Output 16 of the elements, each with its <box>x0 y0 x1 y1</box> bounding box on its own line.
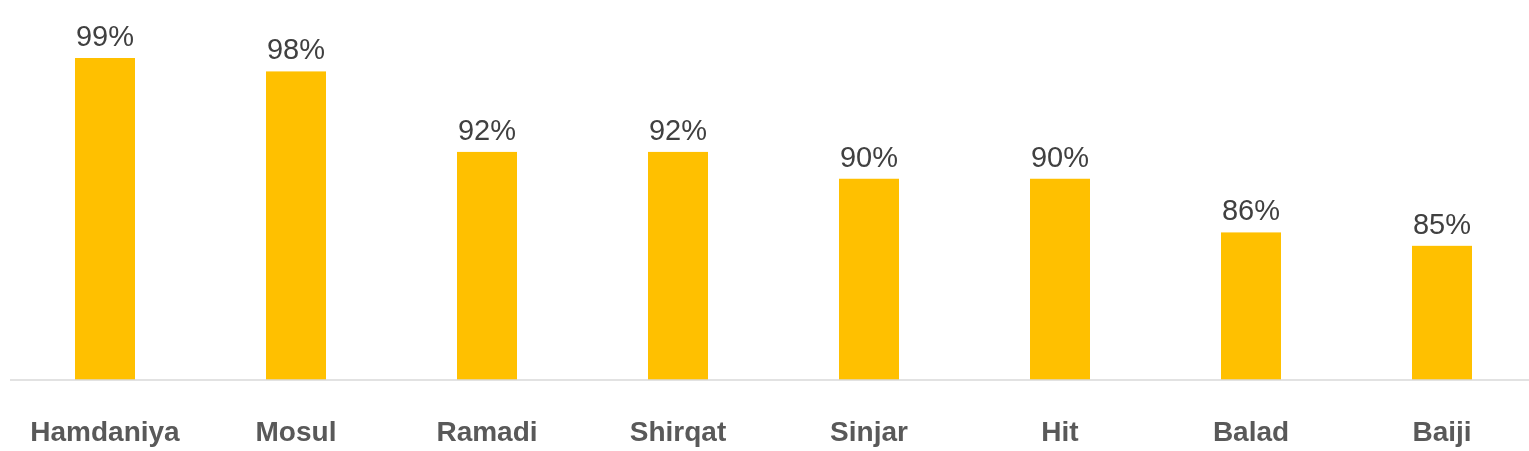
data-label: 86% <box>1221 194 1281 227</box>
x-tick-label: Sinjar <box>830 416 908 447</box>
x-tick-label: Hamdaniya <box>30 416 181 447</box>
x-tick-label: Baiji <box>1412 416 1472 447</box>
data-label: 90% <box>1030 140 1090 173</box>
x-tick-label: Shirqat <box>629 416 727 447</box>
data-label: 99% <box>75 20 135 52</box>
data-label: 92% <box>648 113 708 146</box>
x-tick-label: Mosul <box>255 416 337 447</box>
data-label: 98% <box>266 33 326 66</box>
x-tick-label: Hit <box>1041 416 1079 447</box>
data-label: 90% <box>839 140 899 173</box>
x-tick-label: Ramadi <box>436 416 538 447</box>
data-label: 85% <box>1412 207 1472 240</box>
x-tick-label: Balad <box>1212 416 1290 447</box>
data-label: 92% <box>457 113 517 146</box>
